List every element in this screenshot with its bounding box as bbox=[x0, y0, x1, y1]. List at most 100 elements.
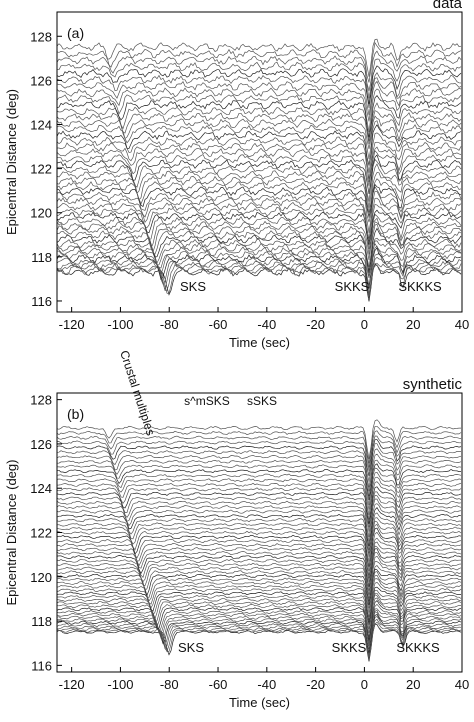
x-tick-label: -80 bbox=[160, 317, 179, 332]
waveform-trace bbox=[57, 463, 462, 501]
waveform-trace bbox=[57, 486, 462, 524]
waveform-trace bbox=[57, 221, 462, 261]
waveform-trace bbox=[57, 616, 462, 656]
waveform-trace bbox=[57, 565, 462, 602]
x-axis-label: Time (sec) bbox=[229, 335, 290, 350]
waveform-trace bbox=[57, 574, 462, 613]
x-tick-label: -120 bbox=[59, 317, 85, 332]
annotation: SKKS bbox=[332, 640, 367, 655]
waveform-trace bbox=[57, 520, 462, 557]
waveform-trace bbox=[57, 453, 462, 492]
waveform-trace bbox=[57, 537, 462, 576]
y-tick-label: 124 bbox=[30, 481, 52, 496]
waveform-trace bbox=[57, 88, 462, 133]
x-tick-label: -20 bbox=[306, 677, 325, 692]
waveform-trace bbox=[57, 110, 462, 145]
waveform-trace bbox=[57, 548, 462, 587]
waveform-trace bbox=[57, 614, 462, 653]
waveform-trace bbox=[57, 430, 462, 468]
waveform-traces bbox=[57, 419, 462, 662]
y-tick-label: 122 bbox=[30, 162, 52, 177]
x-tick-label: 0 bbox=[361, 317, 368, 332]
waveform-trace bbox=[57, 141, 462, 180]
waveform-trace bbox=[57, 197, 462, 240]
waveform-trace bbox=[57, 80, 462, 122]
waveform-trace bbox=[57, 95, 462, 138]
y-tick-label: 120 bbox=[30, 570, 52, 585]
waveform-trace bbox=[57, 115, 462, 150]
waveform-trace bbox=[57, 183, 462, 218]
waveform-trace bbox=[57, 186, 462, 223]
waveform-trace bbox=[57, 252, 462, 295]
y-axis-label: Epicentral Distance (deg) bbox=[4, 460, 19, 606]
waveform-trace bbox=[57, 503, 462, 542]
y-tick-label: 122 bbox=[30, 526, 52, 541]
x-tick-label: -100 bbox=[107, 317, 133, 332]
waveform-trace bbox=[57, 38, 462, 77]
y-tick-label: 128 bbox=[30, 29, 52, 44]
waveform-trace bbox=[57, 507, 462, 547]
waveform-trace bbox=[57, 65, 462, 105]
waveform-trace bbox=[57, 158, 462, 202]
waveform-trace bbox=[57, 561, 462, 600]
waveform-trace bbox=[57, 603, 462, 643]
waveform-trace bbox=[57, 586, 461, 624]
panel: -120 -100 -80 -60 -40 -20 0 20 40 116 118 120 122 124… bbox=[4, 349, 469, 710]
waveform-trace bbox=[57, 589, 462, 625]
x-tick-label: 20 bbox=[406, 677, 420, 692]
waveform-trace bbox=[57, 146, 462, 183]
waveform-trace bbox=[57, 223, 462, 267]
waveform-trace bbox=[57, 190, 462, 233]
waveform-trace bbox=[57, 443, 462, 482]
waveform-traces bbox=[57, 38, 462, 302]
waveform-trace bbox=[57, 209, 462, 245]
waveform-trace bbox=[57, 495, 462, 532]
x-tick-label: -20 bbox=[306, 317, 325, 332]
waveform-trace bbox=[57, 555, 462, 595]
waveform-trace bbox=[57, 552, 462, 591]
y-tick-label: 126 bbox=[30, 73, 52, 88]
waveform-trace bbox=[57, 599, 462, 641]
x-tick-label: -40 bbox=[257, 677, 276, 692]
panel-title: synthetic bbox=[403, 376, 463, 393]
waveform-trace bbox=[57, 213, 462, 250]
waveform-trace bbox=[57, 262, 462, 296]
waveform-trace bbox=[57, 545, 462, 582]
panel-title: data bbox=[433, 0, 463, 12]
y-tick-label: 118 bbox=[31, 614, 52, 629]
waveform-trace bbox=[57, 618, 462, 658]
waveform-trace bbox=[57, 597, 462, 638]
x-tick-label: -80 bbox=[160, 677, 179, 692]
waveform-trace bbox=[57, 50, 462, 92]
waveform-trace bbox=[57, 263, 462, 302]
x-axis-label: Time (sec) bbox=[229, 695, 290, 710]
waveform-trace bbox=[57, 448, 462, 488]
panel-label: (b) bbox=[67, 406, 84, 422]
waveform-trace bbox=[57, 217, 461, 255]
x-tick-label: 40 bbox=[455, 677, 469, 692]
waveform-trace bbox=[57, 163, 462, 208]
waveform-trace bbox=[57, 623, 462, 660]
waveform-trace bbox=[57, 240, 462, 277]
x-tick-label: 40 bbox=[455, 317, 469, 332]
waveform-trace bbox=[57, 609, 462, 647]
waveform-trace bbox=[57, 621, 462, 659]
x-tick-label: -60 bbox=[209, 677, 228, 692]
waveform-trace bbox=[57, 124, 462, 166]
waveform-trace bbox=[57, 203, 462, 242]
waveform-trace bbox=[57, 419, 461, 460]
x-tick-label: -60 bbox=[209, 317, 228, 332]
waveform-trace bbox=[57, 439, 462, 477]
waveform-trace bbox=[57, 172, 462, 213]
waveform-trace bbox=[57, 527, 462, 567]
waveform-trace bbox=[57, 491, 462, 528]
y-tick-label: 126 bbox=[30, 437, 52, 452]
waveform-trace bbox=[57, 517, 462, 554]
panel: -120 -100 -80 -60 -40 -20 0 20 40 116 118 120 122 124… bbox=[4, 0, 469, 350]
waveform-trace bbox=[57, 425, 462, 464]
waveform-trace bbox=[57, 247, 462, 289]
waveform-trace bbox=[57, 154, 462, 195]
waveform-trace bbox=[57, 58, 462, 99]
annotation: SKKS bbox=[335, 279, 370, 294]
waveform-trace bbox=[57, 435, 461, 471]
